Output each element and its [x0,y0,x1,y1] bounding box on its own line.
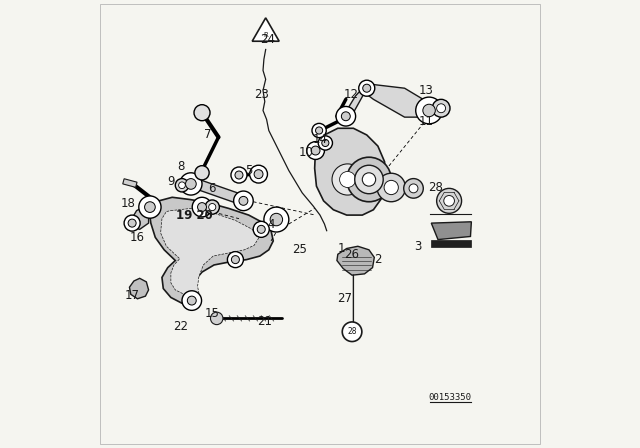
Text: 14: 14 [312,133,328,146]
Circle shape [318,136,332,150]
Circle shape [205,200,220,214]
Text: 3: 3 [414,240,422,253]
Circle shape [307,142,324,159]
Circle shape [409,184,418,193]
Text: 26: 26 [344,248,358,261]
Circle shape [332,164,363,195]
Circle shape [234,191,253,211]
Circle shape [322,139,329,146]
Circle shape [257,225,265,233]
Circle shape [182,291,202,310]
Text: 10: 10 [298,146,313,159]
Bar [123,179,137,187]
Circle shape [264,207,289,232]
Polygon shape [346,84,429,121]
Text: 6: 6 [209,182,216,195]
Circle shape [211,312,223,325]
Text: 15: 15 [205,306,220,319]
Text: 00153350: 00153350 [429,393,472,402]
Polygon shape [148,197,273,304]
Circle shape [227,252,243,267]
Polygon shape [252,18,279,41]
Circle shape [384,181,398,194]
Circle shape [124,215,140,231]
Polygon shape [337,246,374,275]
Text: 16: 16 [130,231,145,244]
Text: 8: 8 [177,159,185,172]
Circle shape [186,179,196,189]
Text: 18: 18 [120,198,135,211]
Circle shape [192,197,212,217]
Circle shape [341,112,350,121]
Text: 5: 5 [245,164,252,177]
Circle shape [250,165,268,183]
Text: 23: 23 [254,88,269,101]
Circle shape [436,104,445,113]
Circle shape [342,322,362,341]
Text: 4: 4 [268,217,275,231]
Text: 28: 28 [348,327,357,336]
Text: 21: 21 [257,315,272,328]
Circle shape [355,165,383,194]
Circle shape [444,195,454,206]
Circle shape [198,202,207,211]
Circle shape [340,172,356,188]
Text: 2: 2 [374,253,381,266]
Circle shape [363,84,371,92]
Circle shape [232,256,239,263]
Circle shape [235,171,243,179]
Circle shape [432,99,450,117]
Text: 12: 12 [344,88,358,101]
Text: 17: 17 [125,289,140,302]
Circle shape [188,296,196,305]
Text: 9: 9 [167,175,175,188]
Circle shape [436,188,461,213]
Circle shape [195,166,209,180]
Polygon shape [431,222,472,240]
Text: 13: 13 [419,84,433,97]
Circle shape [359,80,375,96]
Circle shape [254,170,263,179]
Bar [431,240,472,247]
Circle shape [347,157,391,202]
Circle shape [175,179,189,192]
Text: 27: 27 [337,292,352,305]
Circle shape [377,173,406,202]
Text: 1: 1 [338,242,345,255]
Circle shape [239,196,248,205]
Circle shape [316,127,323,134]
Circle shape [423,104,435,116]
Circle shape [311,146,320,155]
Text: 25: 25 [292,243,307,256]
Text: 11: 11 [419,115,433,128]
Text: 28: 28 [428,181,443,194]
Text: 22: 22 [173,320,189,333]
Polygon shape [129,278,148,299]
Circle shape [362,173,376,186]
Circle shape [179,182,186,189]
Circle shape [139,196,161,218]
Circle shape [209,203,216,211]
Circle shape [231,167,247,183]
Text: R: R [263,32,268,38]
Text: 7: 7 [204,129,212,142]
Text: 19 20: 19 20 [176,209,213,222]
Polygon shape [315,128,386,215]
Circle shape [336,107,356,126]
Circle shape [253,221,269,237]
Circle shape [194,105,210,121]
Circle shape [312,123,326,138]
Text: 24: 24 [260,33,275,46]
Polygon shape [131,204,148,229]
Circle shape [180,173,202,195]
Polygon shape [196,179,241,205]
Circle shape [270,213,283,226]
Circle shape [145,202,156,212]
Circle shape [404,179,423,198]
Circle shape [128,219,136,227]
Circle shape [416,97,442,124]
Polygon shape [161,208,259,294]
